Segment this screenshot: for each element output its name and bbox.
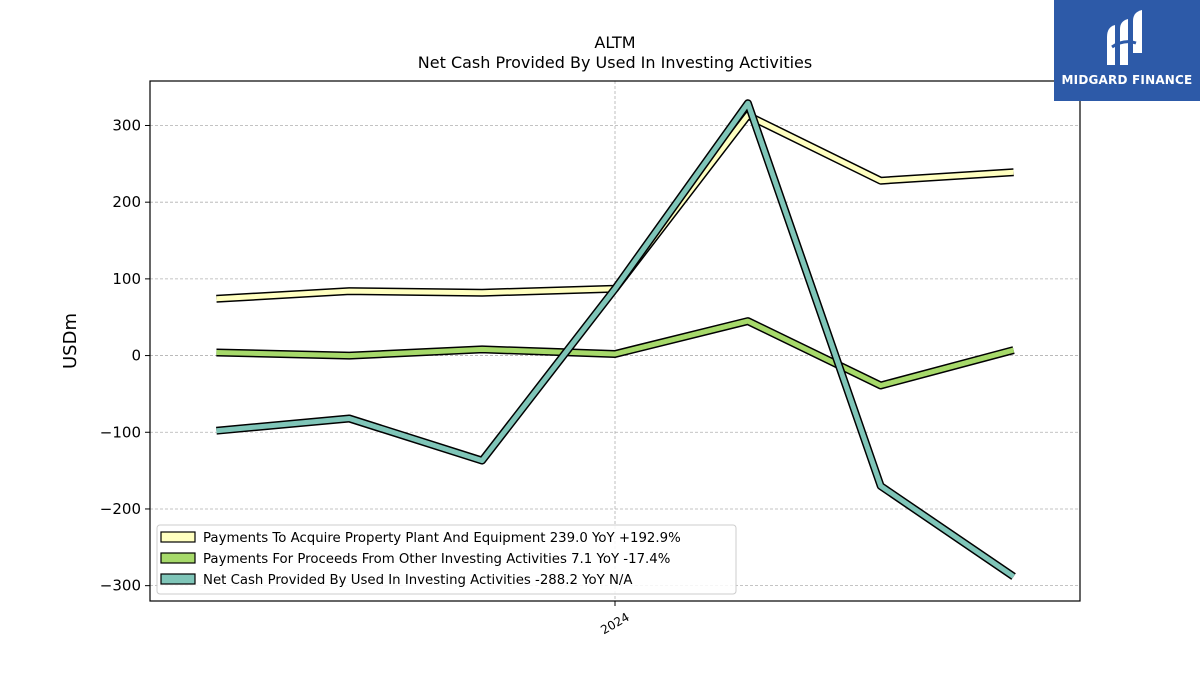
- legend-swatch: [160, 552, 196, 564]
- series-3: [216, 99, 1016, 580]
- midgard-logo-icon: [1107, 10, 1142, 65]
- chart-title: ALTM: [594, 33, 635, 52]
- legend-swatch: [160, 573, 196, 585]
- y-tick-label: −200: [100, 500, 141, 518]
- series-line: [216, 318, 1015, 388]
- series-line-outline: [216, 99, 1016, 580]
- y-tick-label: 100: [112, 270, 141, 288]
- legend-entry: Net Cash Provided By Used In Investing A…: [203, 573, 633, 588]
- legend-entry: Payments To Acquire Property Plant And E…: [203, 531, 681, 546]
- y-tick-label: 300: [112, 116, 141, 134]
- legend-swatch: [160, 531, 196, 543]
- legend: Payments To Acquire Property Plant And E…: [156, 524, 737, 595]
- midgard-finance-logo: MIDGARD FINANCE: [1054, 0, 1200, 101]
- plot-frame: [149, 80, 1081, 602]
- legend-entry: Payments For Proceeds From Other Investi…: [203, 552, 670, 567]
- legend-box: [156, 524, 737, 595]
- x-tick-label: 2024: [598, 610, 631, 637]
- y-tick-label: 200: [112, 193, 141, 211]
- series-2: [216, 317, 1015, 390]
- y-tick-label: −300: [100, 577, 141, 595]
- y-tick-label: −100: [100, 423, 141, 441]
- y-tick-label: 0: [131, 347, 141, 365]
- y-axis-label: USDm: [60, 313, 81, 369]
- series-lines: [216, 99, 1016, 580]
- series-line: [216, 100, 1016, 579]
- logo-text: MIDGARD FINANCE: [1061, 73, 1193, 87]
- chart-subtitle: Net Cash Provided By Used In Investing A…: [418, 53, 812, 72]
